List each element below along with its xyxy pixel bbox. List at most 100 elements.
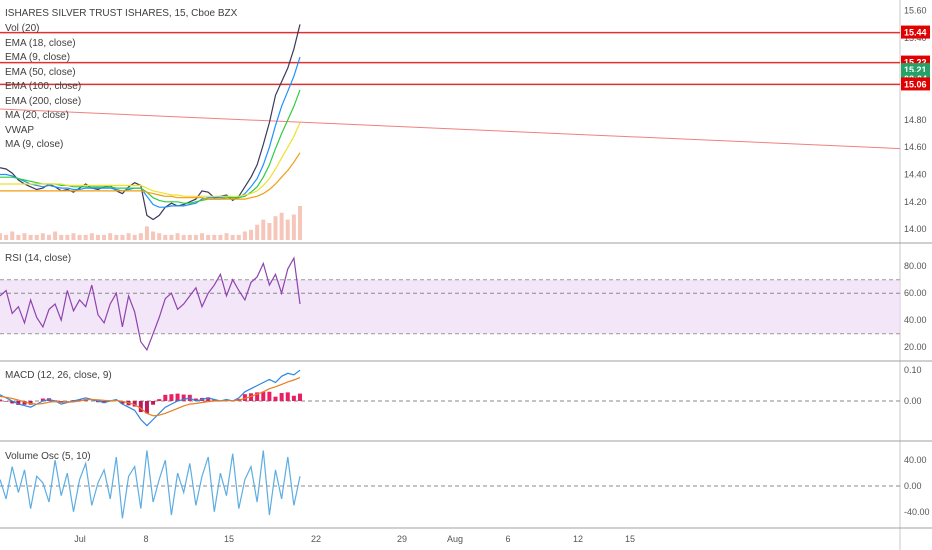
volume-bar — [40, 233, 45, 240]
series-line-ema-long — [0, 152, 301, 200]
volume-bar — [249, 229, 254, 240]
macd-histogram-bar — [28, 401, 33, 405]
macd-histogram-bar — [255, 392, 260, 401]
macd-histogram-bar — [279, 392, 284, 401]
macd-histogram-bar — [169, 394, 174, 401]
price-tag-box — [901, 25, 930, 39]
volume-bar — [34, 234, 39, 240]
price-tag-label: 15.21 — [904, 65, 927, 75]
volume-bar — [218, 234, 223, 240]
macd-histogram-bar — [261, 391, 266, 401]
x-tick-label: 22 — [311, 534, 321, 544]
volume-bar — [273, 216, 278, 240]
volume-bar — [230, 234, 235, 240]
y-tick-label: 0.00 — [904, 481, 922, 491]
volume-bar — [169, 234, 174, 240]
macd-histogram-bar — [77, 399, 82, 401]
x-tick-label: 15 — [224, 534, 234, 544]
volume-bar — [163, 234, 168, 240]
volume-bar — [175, 233, 180, 240]
rsi-pane[interactable]: 80.00 60.00 40.00 20.00 — [0, 256, 927, 352]
y-tick-label: 14.60 — [904, 142, 927, 152]
volume-bar — [71, 233, 76, 240]
rsi-band — [0, 279, 900, 334]
x-tick-label: Aug — [447, 534, 463, 544]
macd-histogram-bar — [273, 396, 278, 401]
y-tick-label: 40.00 — [904, 455, 927, 465]
macd-histogram-bar — [138, 401, 143, 413]
volume-bar — [193, 234, 198, 240]
macd-histogram-bar — [212, 399, 217, 401]
macd-histogram-bar — [285, 392, 290, 401]
volume-bar — [132, 234, 137, 240]
volume-bar — [16, 234, 21, 240]
volume-bar — [65, 234, 70, 240]
price-legend: ISHARES SILVER TRUST ISHARES, 15, Cboe B… — [5, 8, 238, 150]
legend-macd: MACD (12, 26, close, 9) — [5, 370, 112, 381]
volume-bar — [200, 233, 205, 240]
x-tick-label: Jul — [74, 534, 86, 544]
volume-bar — [0, 233, 2, 240]
volume-bar — [102, 234, 107, 240]
price-pane[interactable]: 15.6015.4014.8014.6014.4014.2014.0015.44… — [0, 6, 930, 240]
volume-bar — [255, 224, 260, 240]
macd-histogram-bar — [175, 393, 180, 401]
macd-histogram-bar — [144, 401, 149, 414]
macd-histogram-bar — [120, 401, 125, 404]
volume-bar — [144, 226, 149, 240]
time-axis: Jul 8 15 22 29 Aug 6 12 15 — [74, 534, 635, 544]
volume-bar — [242, 231, 247, 240]
legend-ma-9: MA (9, close) — [5, 139, 63, 150]
y-tick-label: 0.00 — [904, 396, 922, 406]
volume-osc-pane[interactable]: 40.00 0.00 -40.00 — [0, 450, 930, 519]
volume-bar — [212, 234, 217, 240]
macd-histogram-bar — [95, 401, 100, 403]
trendline — [0, 108, 901, 150]
macd-histogram-bar — [4, 401, 9, 402]
macd-histogram-bar — [291, 395, 296, 401]
volume-bar — [28, 234, 33, 240]
series-line-ema-fast — [0, 56, 301, 208]
volume-bar — [4, 234, 9, 240]
volume-bar — [10, 231, 15, 240]
price-tag-box — [901, 77, 930, 91]
y-tick-label: 80.00 — [904, 261, 927, 271]
volume-bar — [298, 206, 302, 240]
legend-ema-9: EMA (9, close) — [5, 52, 70, 63]
volume-bar — [291, 214, 296, 240]
y-tick-label: 20.00 — [904, 342, 927, 352]
volume-bar — [95, 234, 100, 240]
macd-histogram-bar — [242, 394, 247, 401]
y-tick-label: 60.00 — [904, 288, 927, 298]
series-line-ema-slow — [0, 122, 301, 197]
volume-bar — [114, 234, 119, 240]
legend-rsi: RSI (14, close) — [5, 253, 71, 264]
volume-bar — [261, 219, 266, 240]
legend-ma-20: MA (20, close) — [5, 110, 69, 121]
volume-bar — [22, 233, 27, 240]
x-tick-label: 12 — [573, 534, 583, 544]
volume-bar — [224, 233, 229, 240]
series-line-macd — [0, 369, 301, 427]
volume-bar — [59, 234, 64, 240]
macd-histogram-bar — [163, 394, 168, 401]
macd-pane[interactable]: 0.10 0.00 — [0, 365, 922, 427]
y-tick-label: 40.00 — [904, 315, 927, 325]
volume-bar — [285, 219, 290, 240]
price-tag-label: 15.44 — [904, 28, 927, 38]
series-line-rsi — [0, 256, 301, 352]
y-tick-label: 14.20 — [904, 197, 927, 207]
legend-ema-200: EMA (200, close) — [5, 96, 81, 107]
volume-bar — [236, 234, 241, 240]
macd-histogram-bar — [267, 391, 272, 401]
macd-histogram-bar — [193, 398, 198, 401]
legend-vwap: VWAP — [5, 125, 34, 136]
legend-ema-50: EMA (50, close) — [5, 67, 76, 78]
volume-bar — [108, 233, 113, 240]
macd-histogram-bar — [151, 401, 156, 405]
y-tick-label: 14.80 — [904, 115, 927, 125]
macd-histogram-bar — [181, 394, 186, 401]
macd-histogram-bar — [157, 399, 162, 401]
volume-bar — [46, 234, 51, 240]
